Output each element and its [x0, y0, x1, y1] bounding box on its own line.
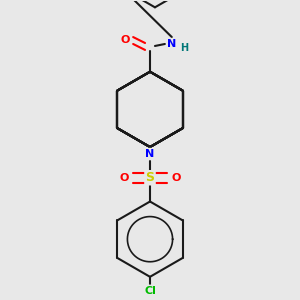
Text: H: H: [181, 43, 189, 53]
Text: O: O: [120, 173, 129, 183]
Text: N: N: [167, 39, 176, 49]
Text: O: O: [171, 173, 180, 183]
Text: N: N: [146, 149, 154, 159]
Text: S: S: [146, 171, 154, 184]
Text: Cl: Cl: [144, 286, 156, 296]
Text: O: O: [121, 35, 130, 45]
